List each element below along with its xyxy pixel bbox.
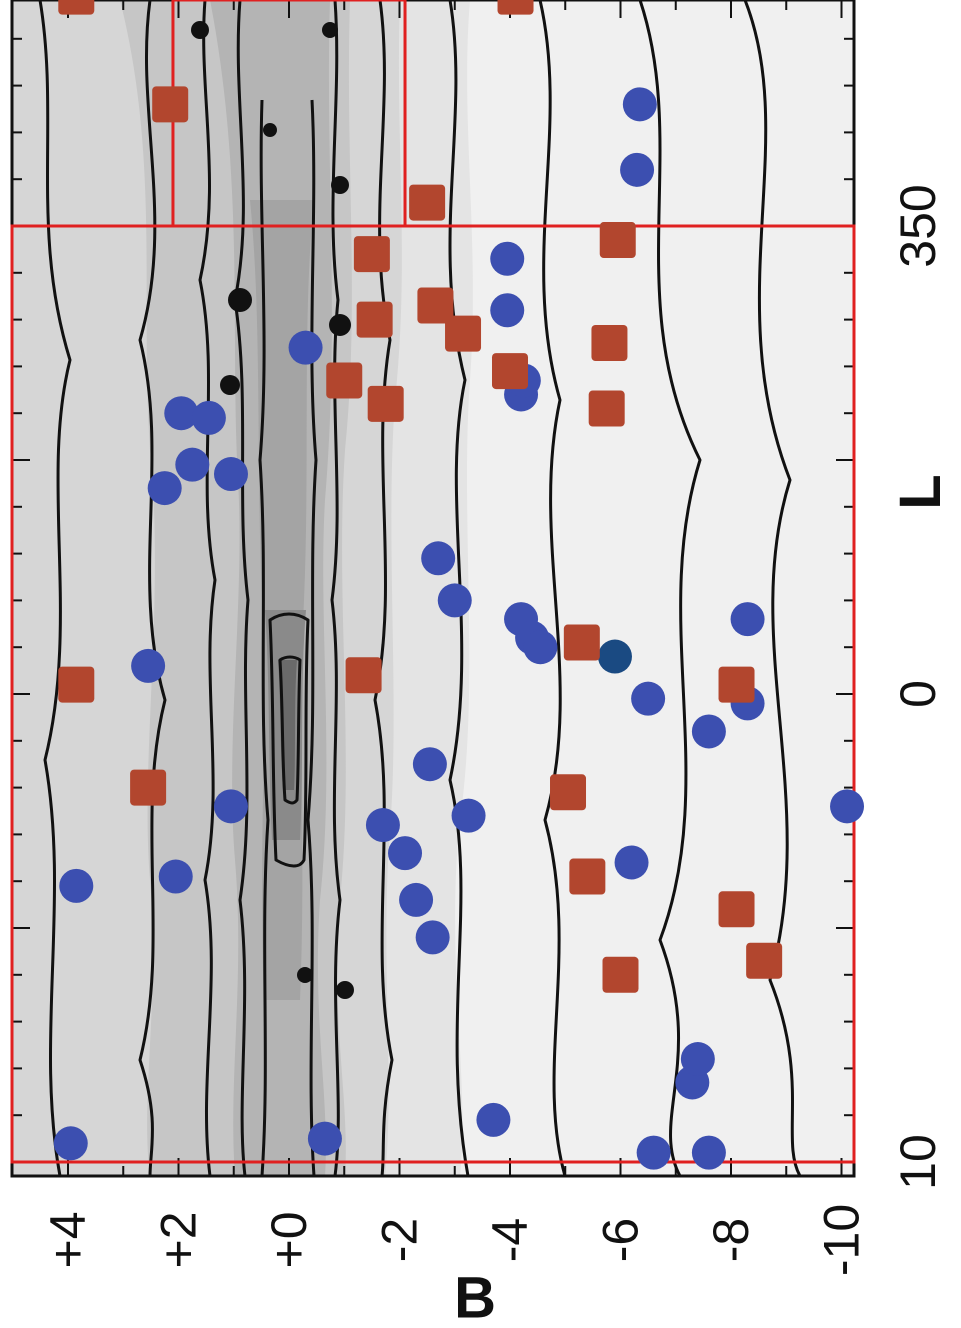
b-axis-tick-labels: +4 +2 +0 -2 -4 -6 -8 -10 — [40, 1204, 870, 1276]
square-marker — [152, 86, 189, 123]
circle-marker — [307, 1121, 342, 1156]
circle-marker — [53, 1126, 88, 1161]
circle-marker — [631, 681, 666, 716]
contour-map-background — [12, 0, 802, 1176]
square-marker — [326, 362, 363, 399]
square-marker — [58, 666, 95, 703]
circle-marker — [175, 447, 210, 482]
circle-marker — [523, 630, 558, 665]
b-tick-label: +2 — [151, 1211, 207, 1268]
circle-marker — [691, 714, 726, 749]
l-tick-label: 10 — [890, 1134, 946, 1190]
circle-marker — [490, 293, 525, 328]
b-tick-label: -10 — [814, 1204, 870, 1276]
circle-marker — [365, 808, 400, 843]
square-marker — [746, 942, 783, 979]
l-tick-label: 0 — [890, 680, 946, 708]
circle-marker — [620, 152, 655, 187]
circle-marker — [597, 639, 632, 674]
circle-marker — [730, 602, 765, 637]
square-marker — [417, 287, 454, 324]
square-marker — [550, 774, 587, 811]
circle-marker — [213, 789, 248, 824]
circle-marker — [636, 1135, 671, 1170]
circle-marker — [680, 1042, 715, 1077]
circle-marker — [388, 836, 423, 871]
square-marker — [58, 0, 95, 15]
circle-marker — [415, 920, 450, 955]
survey-field-main — [10, 224, 856, 1164]
circle-marker — [451, 798, 486, 833]
b-tick-label: +0 — [261, 1211, 317, 1268]
square-marker — [409, 184, 446, 221]
circle-marker — [288, 330, 323, 365]
square-marker — [445, 315, 482, 352]
circle-marker — [399, 882, 434, 917]
circle-marker — [412, 747, 447, 782]
square-marker — [345, 657, 382, 694]
b-tick-label: -4 — [482, 1218, 538, 1262]
square-marker — [569, 858, 606, 895]
square-marker — [492, 353, 528, 390]
square-marker — [563, 624, 600, 661]
square-marker — [602, 956, 639, 993]
circle-marker — [490, 241, 525, 276]
circle-marker — [213, 457, 248, 492]
square-marker — [599, 222, 636, 259]
square-marker — [588, 390, 625, 427]
l-tick-label: 350 — [890, 184, 946, 267]
circle-marker — [158, 859, 193, 894]
square-marker — [130, 769, 167, 806]
circle-marker — [476, 1102, 511, 1137]
circle-marker — [614, 845, 649, 880]
b-tick-label: -8 — [703, 1218, 759, 1262]
b-axis-title: B — [454, 1265, 496, 1328]
l-axis-title: L — [888, 474, 953, 509]
circle-marker — [437, 583, 472, 618]
b-tick-label: +4 — [40, 1211, 96, 1268]
circle-marker — [147, 471, 182, 506]
square-marker — [497, 0, 534, 15]
square-marker — [353, 236, 390, 273]
circle-marker — [622, 87, 657, 122]
square-marker — [367, 385, 404, 422]
l-axis-tick-labels: 10 0 350 — [890, 184, 946, 1190]
square-marker — [591, 325, 628, 361]
data-markers — [53, 0, 865, 1170]
circle-marker — [59, 868, 94, 903]
square-marker — [718, 666, 755, 703]
b-tick-label: -2 — [372, 1218, 428, 1262]
square-marker — [356, 301, 393, 338]
square-marker — [718, 891, 755, 928]
circle-marker — [164, 396, 199, 431]
circle-marker — [131, 648, 166, 683]
circle-marker — [191, 400, 226, 435]
circle-marker — [691, 1135, 726, 1170]
circle-marker — [421, 541, 456, 576]
circle-marker — [830, 789, 865, 824]
b-tick-label: -6 — [593, 1218, 649, 1262]
